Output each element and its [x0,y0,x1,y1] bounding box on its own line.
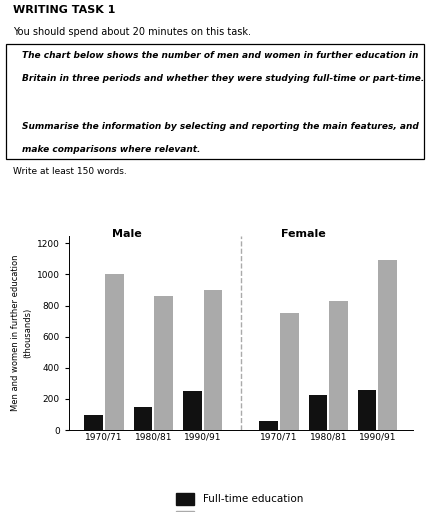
Legend: Full-time education, Part-time education: Full-time education, Part-time education [172,490,309,512]
Text: You should spend about 20 minutes on this task.: You should spend about 20 minutes on thi… [13,27,251,37]
Bar [280,313,299,430]
Text: Britain in three periods and whether they were studying full-time or part-time.: Britain in three periods and whether the… [22,74,424,83]
Bar [204,290,222,430]
Text: Male: Male [111,229,141,239]
Bar [183,391,202,430]
Bar [134,407,152,430]
Text: Female: Female [281,229,326,239]
Bar [378,261,397,430]
Bar [329,301,348,430]
Bar [105,274,124,430]
FancyBboxPatch shape [6,44,424,159]
Text: Write at least 150 words.: Write at least 150 words. [13,167,127,176]
Bar [259,421,278,430]
Bar [154,296,173,430]
Y-axis label: Men and women in further education
(thousands): Men and women in further education (thou… [11,254,33,411]
Bar [84,415,103,430]
Text: The chart below shows the number of men and women in further education in: The chart below shows the number of men … [22,51,418,60]
Bar [308,395,327,430]
Bar [358,390,377,430]
Text: Summarise the information by selecting and reporting the main features, and: Summarise the information by selecting a… [22,122,418,131]
Text: WRITING TASK 1: WRITING TASK 1 [13,5,115,14]
Text: make comparisons where relevant.: make comparisons where relevant. [22,145,200,154]
